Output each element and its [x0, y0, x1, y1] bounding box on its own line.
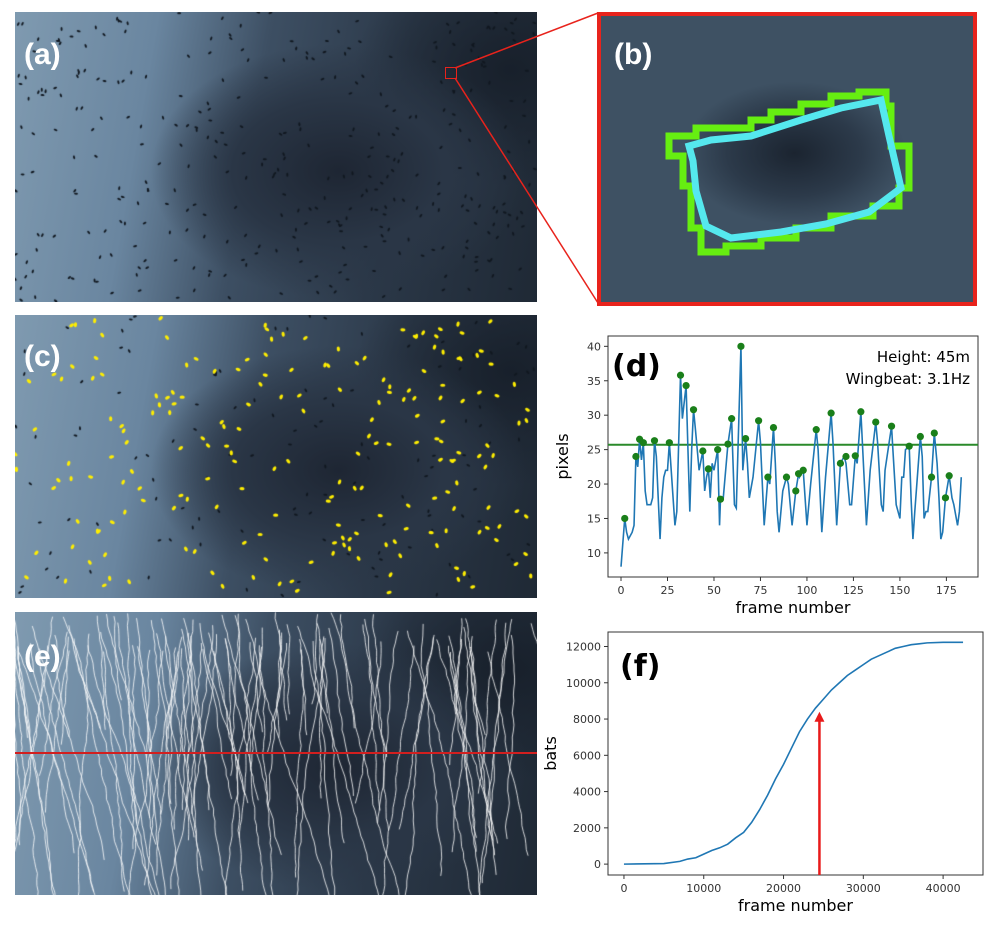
peak-point [827, 409, 835, 417]
x-tick-label: 100 [796, 584, 817, 597]
peak-point [851, 452, 859, 460]
panel-label-a: (a) [24, 38, 61, 71]
y-tick-label: 15 [587, 512, 601, 525]
peak-point [872, 418, 880, 426]
zoom-panel-b [597, 12, 977, 306]
peak-point [930, 429, 938, 437]
peak-point [728, 415, 736, 423]
peak-point [857, 408, 865, 416]
y-tick-label: 8000 [573, 713, 601, 726]
panel-label-e: (e) [24, 640, 61, 673]
y-tick-label: 4000 [573, 786, 601, 799]
peak-point [941, 494, 950, 502]
peak-point [676, 371, 685, 379]
count-line [15, 752, 537, 754]
peak-point [764, 473, 772, 481]
y-tick-label: 6000 [573, 749, 601, 762]
peak-point [665, 439, 673, 447]
annotation: Wingbeat: 3.1Hz [846, 370, 970, 388]
annotation: Height: 45m [877, 348, 970, 366]
x-tick-label: 20000 [766, 882, 801, 895]
photo-panel-e [15, 612, 537, 895]
panel-label: (d) [612, 349, 661, 384]
peak-point [621, 514, 629, 523]
peak-point [682, 381, 690, 390]
x-tick-label: 75 [753, 584, 767, 597]
peak-point [632, 452, 640, 461]
x-axis-label: frame number [736, 598, 851, 615]
plot-frame [607, 631, 984, 876]
panel-label-b: (b) [614, 38, 653, 71]
peak-point [927, 473, 936, 481]
x-tick-label: 175 [936, 584, 957, 597]
y-tick-label: 25 [587, 444, 601, 457]
detection-markers [15, 315, 537, 598]
y-tick-label: 0 [594, 858, 601, 871]
x-tick-label: 10000 [686, 882, 721, 895]
y-axis-label: bats [541, 736, 560, 771]
peak-point [724, 440, 732, 448]
y-tick-label: 40 [587, 340, 601, 353]
peak-point [699, 447, 707, 455]
x-tick-label: 25 [660, 584, 674, 597]
peak-point [887, 422, 896, 430]
peak-point [769, 423, 778, 432]
bat-specks [15, 12, 537, 302]
y-tick-label: 12000 [566, 641, 601, 654]
peak-point [650, 437, 659, 445]
panel-label-c: (c) [24, 340, 61, 373]
x-tick-label: 40000 [926, 882, 961, 895]
peak-point [905, 442, 913, 450]
x-tick-label: 50 [707, 584, 721, 597]
peak-point [737, 342, 745, 350]
y-tick-label: 20 [587, 478, 601, 491]
chart-d: 0 25 50 75 100 125 150 175 10 15 20 25 30 35 40 frame n… [553, 335, 979, 615]
series-line [623, 641, 964, 865]
y-tick-label: 2000 [573, 822, 601, 835]
peak-point [792, 487, 800, 495]
y-tick-label: 30 [587, 409, 601, 422]
y-tick-label: 10 [587, 547, 601, 560]
peak-point [741, 434, 750, 443]
arrow-head [814, 711, 825, 722]
y-axis-label: pixels [553, 433, 572, 479]
peak-point [799, 466, 807, 474]
peak-point [836, 459, 845, 467]
peak-point [704, 465, 713, 473]
panel-label: (f) [620, 649, 660, 684]
peak-point [755, 417, 763, 425]
x-axis-label: frame number [738, 896, 853, 915]
y-tick-label: 10000 [566, 677, 601, 690]
peak-point [639, 439, 647, 447]
track-lines [15, 612, 537, 895]
peak-point [842, 452, 850, 461]
x-tick-label: 0 [618, 584, 625, 597]
peak-point [945, 472, 953, 480]
x-tick-label: 30000 [846, 882, 881, 895]
peak-point [812, 426, 820, 434]
photo-panel-c [15, 315, 537, 598]
peak-point [716, 495, 725, 503]
peak-point [689, 406, 698, 414]
peak-point [714, 446, 722, 454]
x-tick-label: 0 [620, 882, 627, 895]
x-tick-label: 125 [843, 584, 864, 597]
bat-contour [665, 88, 913, 256]
photo-panel-a [15, 12, 537, 302]
zoom-box [445, 67, 457, 79]
chart-f: 0 10000 20000 30000 40000 0 2000 4000 6000 8000 10… [541, 631, 984, 915]
y-tick-label: 35 [587, 375, 601, 388]
peak-point [916, 432, 924, 441]
peak-point [782, 473, 791, 481]
x-tick-label: 150 [889, 584, 910, 597]
